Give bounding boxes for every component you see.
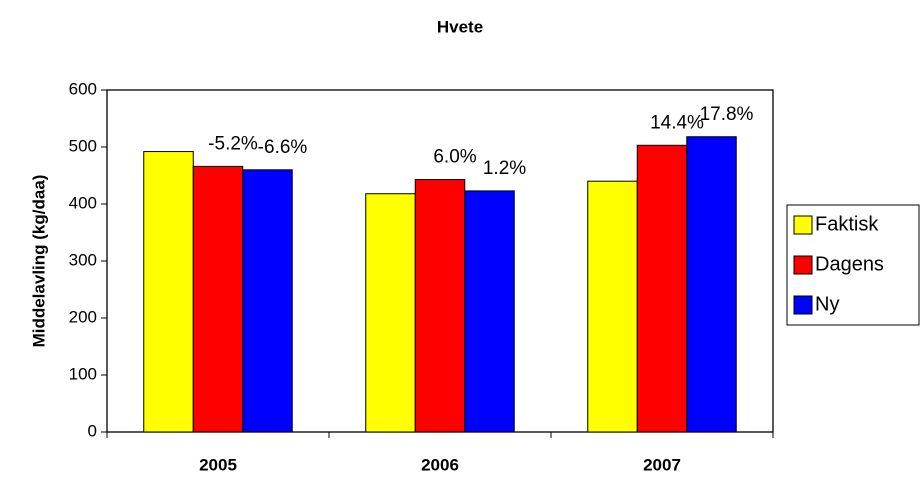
annotation: 14.4% [650, 112, 704, 133]
bar [587, 180, 638, 433]
bar [636, 144, 688, 433]
chart-title: Hvete [437, 17, 483, 36]
bar [414, 178, 466, 433]
y-axis-label: Middelavling (kg/daa) [29, 175, 48, 348]
y-tick-label: 0 [88, 421, 97, 440]
legend-swatch [793, 255, 813, 275]
annotation: -5.2% [208, 133, 258, 154]
legend-swatch [793, 215, 813, 235]
bar [686, 136, 737, 433]
legend-label: Faktisk [815, 213, 879, 235]
x-tick-label: 2006 [421, 455, 459, 474]
annotation: 1.2% [483, 158, 526, 179]
y-tick-label: 200 [69, 307, 97, 326]
bar [464, 190, 515, 433]
legend-label: Ny [815, 293, 839, 315]
bar [365, 193, 416, 433]
x-tick-label: 2005 [199, 455, 237, 474]
bar [192, 165, 244, 433]
y-tick-label: 500 [69, 136, 97, 155]
bar [143, 151, 194, 433]
legend-swatch [793, 295, 813, 315]
y-tick-label: 300 [69, 250, 97, 269]
legend-label: Dagens [815, 253, 884, 275]
annotation: 17.8% [700, 104, 754, 125]
y-tick-label: 100 [69, 364, 97, 383]
annotation: 6.0% [433, 147, 476, 168]
x-tick-label: 2007 [643, 455, 681, 474]
y-tick-label: 400 [69, 193, 97, 212]
y-tick-label: 600 [69, 79, 97, 98]
annotation: -6.6% [258, 137, 308, 158]
bar [242, 169, 293, 433]
